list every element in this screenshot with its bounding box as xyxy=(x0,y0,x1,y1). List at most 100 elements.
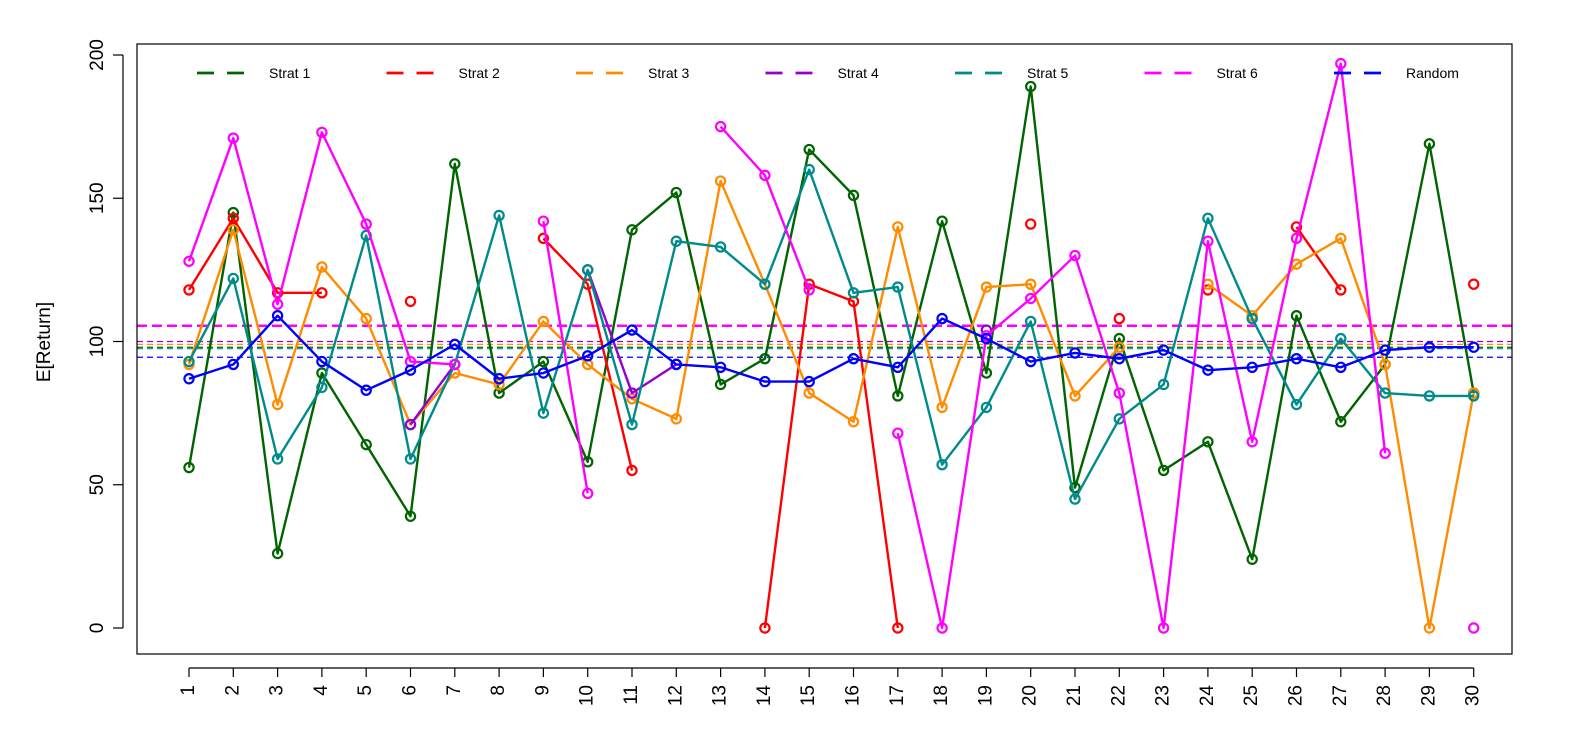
data-point xyxy=(227,358,239,371)
data-point xyxy=(537,367,550,379)
data-point xyxy=(626,324,638,336)
data-point xyxy=(360,218,372,230)
data-point xyxy=(1113,387,1126,399)
x-tick-label: 16 xyxy=(843,685,864,706)
data-point xyxy=(271,398,284,411)
data-point xyxy=(1379,387,1391,399)
data-point xyxy=(1290,232,1303,245)
data-point xyxy=(1157,378,1170,391)
x-tick-label: 6 xyxy=(400,685,421,696)
data-point xyxy=(1467,278,1480,290)
data-point xyxy=(714,175,727,187)
data-point xyxy=(582,487,594,500)
data-point xyxy=(847,352,860,365)
data-point xyxy=(183,255,195,267)
data-point xyxy=(1113,312,1126,325)
data-point xyxy=(1379,447,1391,459)
data-point xyxy=(1157,344,1170,356)
series-line xyxy=(188,314,1474,392)
data-point xyxy=(1024,218,1037,230)
legend-label: Strat 1 xyxy=(269,65,310,81)
x-tick-label: 1 xyxy=(178,685,199,696)
x-tick-label: 28 xyxy=(1374,685,1395,706)
data-point xyxy=(360,438,372,451)
data-point xyxy=(847,189,860,202)
series xyxy=(404,264,993,431)
x-tick-label: 15 xyxy=(798,685,819,706)
data-point xyxy=(1113,341,1126,353)
data-point xyxy=(626,387,638,399)
data-point xyxy=(1335,232,1347,245)
data-point xyxy=(1290,398,1303,411)
data-point xyxy=(227,272,239,285)
series xyxy=(183,212,1480,634)
x-tick-label: 26 xyxy=(1286,685,1307,706)
data-point xyxy=(1024,315,1037,328)
legend-label: Strat 6 xyxy=(1217,65,1258,81)
data-point xyxy=(1069,249,1081,262)
data-point xyxy=(493,209,505,222)
legend-label: Strat 5 xyxy=(1027,65,1068,81)
data-point xyxy=(1157,464,1170,477)
data-point xyxy=(404,364,417,376)
data-point xyxy=(183,284,195,296)
data-point xyxy=(1246,553,1258,565)
x-tick-label: 23 xyxy=(1153,685,1174,706)
x-tick-label: 25 xyxy=(1241,685,1262,706)
data-point xyxy=(1024,80,1037,93)
data-point xyxy=(1024,278,1037,290)
data-point xyxy=(803,143,815,156)
data-point xyxy=(271,310,284,322)
data-point xyxy=(670,186,683,199)
x-axis: 1 2 3 4 5 6 7 8 9 10 11 12 13 14 15 16 17 18 19 20 21 22 23 24 2… xyxy=(178,667,1484,707)
data-point xyxy=(316,261,328,273)
data-point xyxy=(1423,622,1436,634)
y-axis-label: E[Return] xyxy=(34,302,55,382)
x-tick-label: 10 xyxy=(577,685,598,706)
data-point xyxy=(626,464,638,477)
x-tick-label: 24 xyxy=(1197,685,1218,707)
series-line xyxy=(1207,237,1475,630)
data-point xyxy=(404,295,417,308)
data-point xyxy=(1024,355,1037,368)
data-point xyxy=(227,224,239,236)
series xyxy=(183,163,1480,505)
series-line xyxy=(187,168,1474,501)
data-point xyxy=(980,332,993,345)
data-point xyxy=(670,413,683,425)
data-point xyxy=(183,355,195,368)
data-point xyxy=(1467,390,1480,402)
series-line xyxy=(1295,226,1342,291)
data-point xyxy=(1290,352,1303,365)
series-line xyxy=(896,62,1387,630)
data-point xyxy=(316,287,328,299)
data-point xyxy=(1069,347,1081,359)
series xyxy=(183,175,1480,634)
data-point xyxy=(1467,622,1480,634)
x-tick-label: 20 xyxy=(1020,685,1041,706)
data-point xyxy=(1202,212,1214,225)
data-point xyxy=(759,622,771,634)
data-point xyxy=(271,298,284,310)
data-point xyxy=(936,401,948,414)
series xyxy=(183,57,1480,634)
x-tick-label: 21 xyxy=(1064,685,1085,706)
data-point xyxy=(670,358,683,371)
data-point xyxy=(1467,341,1480,353)
data-point xyxy=(759,375,771,388)
data-point xyxy=(1069,390,1081,402)
series-line xyxy=(187,217,322,294)
data-point xyxy=(892,427,904,439)
x-tick-label: 29 xyxy=(1418,685,1439,706)
data-point xyxy=(759,169,771,182)
data-point xyxy=(537,355,550,368)
data-point xyxy=(449,158,461,170)
data-point xyxy=(892,622,904,634)
data-point xyxy=(1246,312,1258,325)
data-point xyxy=(582,350,594,362)
data-point xyxy=(803,163,815,176)
data-point xyxy=(714,120,727,133)
data-point xyxy=(227,132,239,144)
data-point xyxy=(227,212,239,225)
